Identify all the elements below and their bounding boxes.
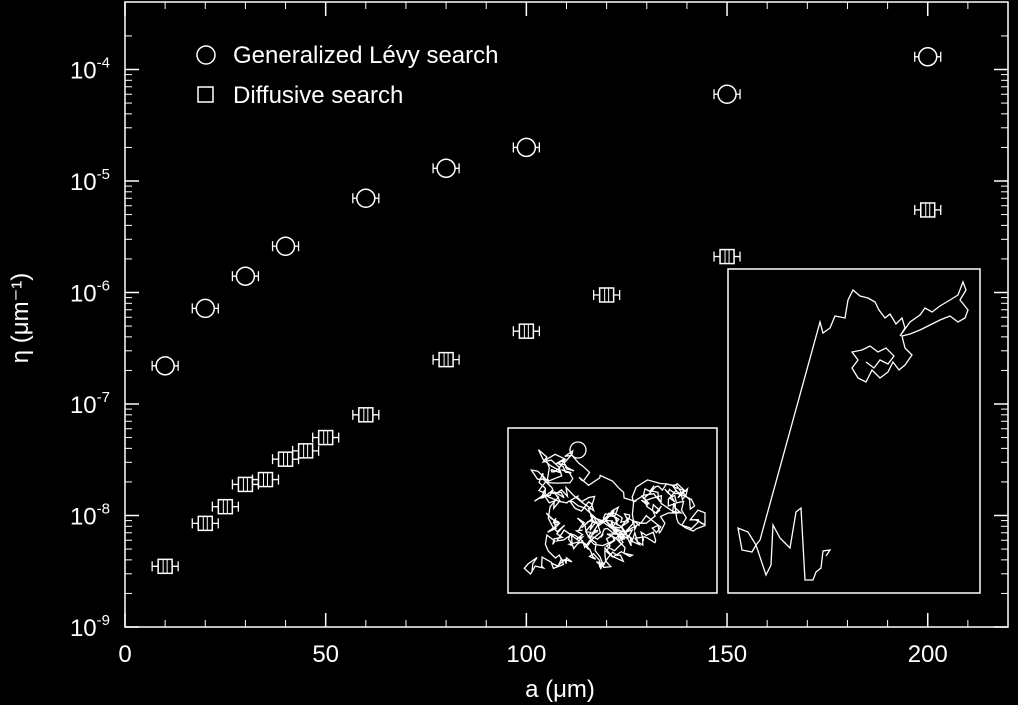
x-tick-label: 150 (707, 641, 747, 668)
trajectory-loop (569, 441, 587, 459)
data-point-square (598, 287, 615, 303)
data-point-circle (516, 137, 537, 158)
legend-label-levy: Generalized Lévy search (233, 42, 498, 69)
data-point-circle (356, 188, 376, 209)
y-tick-label: 10-9 (70, 612, 110, 642)
legend-circle-marker (196, 45, 216, 65)
data-point-square (197, 515, 214, 532)
data-point-square (297, 443, 314, 459)
diffusive-trajectory-path (523, 449, 706, 576)
y-tick-label: 10-4 (70, 55, 110, 85)
series-diffusive (151, 202, 942, 575)
plot-frame (124, 1, 1009, 628)
x-tick-label: 50 (312, 641, 339, 668)
y-tick-label: 10-6 (70, 278, 110, 308)
y-tick-labels: 10-9 10-8 10-7 10-6 10-5 10-4 (70, 55, 110, 643)
x-tick-labels: 0 50 100 150 200 (118, 641, 947, 668)
data-point-circle (195, 298, 216, 319)
data-point-circle (717, 84, 737, 104)
data-point-square (358, 407, 374, 423)
series-levy (151, 47, 942, 376)
legend: Generalized Lévy search Diffusive search (196, 42, 498, 109)
data-point-square (518, 323, 535, 339)
data-point-square (217, 498, 234, 515)
inset-frame-right (727, 268, 981, 594)
x-tick-label: 200 (908, 641, 948, 668)
data-point-circle (235, 266, 256, 286)
legend-label-diffusive: Diffusive search (233, 82, 403, 109)
diffusive-trajectory-inset (507, 427, 718, 594)
y-tick-label: 10-7 (70, 389, 110, 419)
y-tick-label: 10-5 (70, 166, 110, 196)
data-point-square (919, 202, 936, 218)
series-layer (151, 47, 942, 575)
levy-trajectory-path (737, 280, 969, 581)
data-point-square (237, 476, 254, 493)
data-point-circle (155, 356, 175, 376)
legend-square-marker (197, 86, 214, 103)
tick-layer (124, 2, 1008, 628)
data-point-square (719, 248, 735, 265)
y-tick-label: 10-8 (70, 501, 110, 531)
x-tick-label: 100 (506, 641, 546, 668)
data-point-square (257, 471, 274, 488)
data-point-circle (275, 236, 296, 256)
data-point-square (157, 558, 173, 575)
data-point-circle (917, 47, 938, 67)
x-tick-label: 0 (118, 641, 131, 668)
data-point-circle (436, 158, 456, 179)
x-axis-label: a (μm) (525, 676, 595, 703)
data-point-square (438, 351, 454, 368)
data-point-square (317, 429, 334, 446)
y-axis-label: η (μm⁻¹) (7, 273, 34, 363)
levy-trajectory-inset (727, 268, 981, 594)
data-point-square (277, 451, 294, 467)
